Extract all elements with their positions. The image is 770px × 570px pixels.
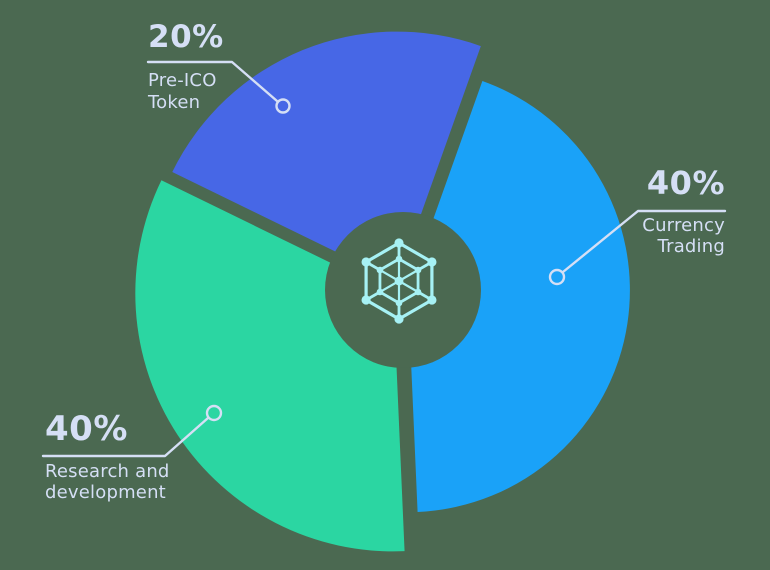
blockchain-network-icon — [361, 238, 437, 324]
callout-leader-research-development — [41, 416, 210, 458]
callout-percentage: 40% — [45, 409, 128, 449]
callout-leader-currency-trading — [561, 209, 727, 274]
callout-label-line: Token — [148, 92, 201, 113]
callout-label-line: Trading — [657, 236, 725, 257]
callout-pre-ico-token: 20% Pre-ICO Token — [148, 22, 224, 114]
callout-label: Currency Trading — [642, 215, 725, 257]
callout-percentage: 20% — [148, 19, 224, 55]
callout-label-line: Pre-ICO — [148, 70, 217, 91]
callout-percentage: 40% — [646, 164, 725, 202]
callout-marker-currency-trading — [548, 268, 566, 286]
callout-leader-pre-ico-token — [146, 60, 279, 103]
callout-label: Pre-ICO Token — [148, 70, 224, 114]
callout-label: Research and development — [45, 461, 170, 503]
callout-research-development: 40% Research and development — [45, 412, 170, 503]
callout-marker-research-development — [205, 404, 223, 422]
chart-center-hole — [325, 212, 481, 368]
callout-label-line: Research and — [45, 461, 170, 482]
pie-slice-currency-trading — [407, 81, 630, 512]
callout-label-line: development — [45, 482, 166, 503]
callout-label-line: Currency — [642, 215, 725, 236]
callout-marker-pre-ico-token — [275, 98, 291, 114]
callout-currency-trading: 40% Currency Trading — [642, 167, 725, 257]
